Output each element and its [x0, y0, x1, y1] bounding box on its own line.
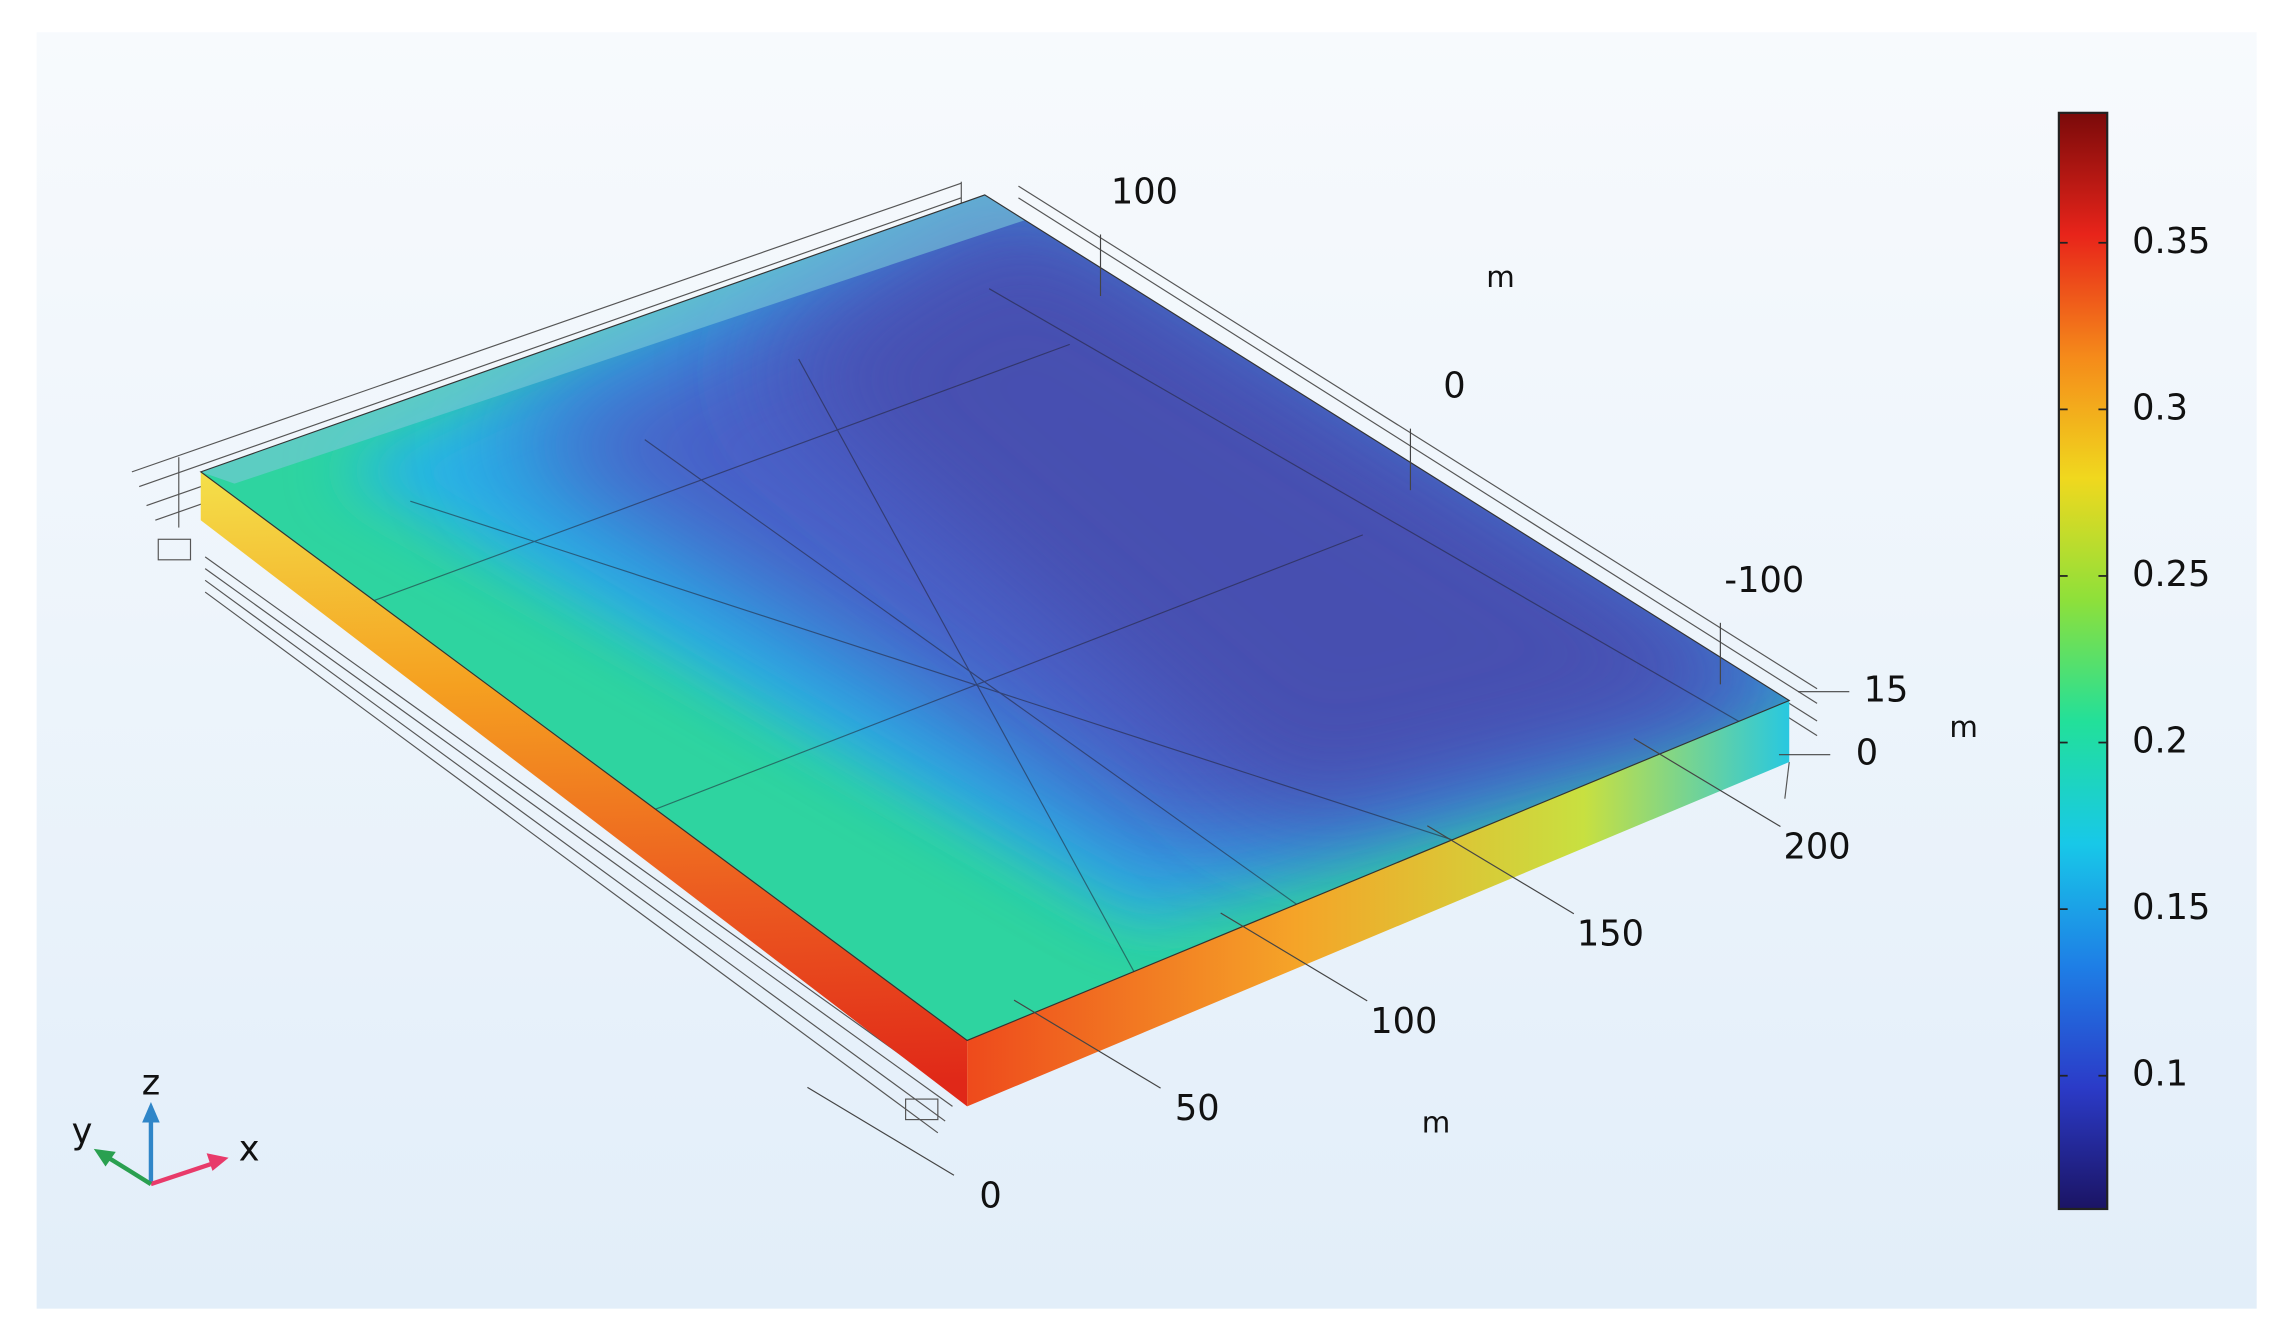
colorbar-tick-label: 0.35: [2132, 221, 2210, 262]
x-axis-tick: [1426, 825, 1575, 915]
colorbar: [2057, 111, 2109, 1211]
x-axis-tick-label: 150: [1577, 914, 1644, 955]
x-axis-tick: [1633, 738, 1781, 828]
x-axis-tick: [807, 1086, 955, 1176]
colorbar-tick-label: 0.1: [2132, 1054, 2188, 1095]
z-axis-unit: m: [1949, 710, 1978, 744]
x-axis-tick-label: 200: [1784, 826, 1851, 867]
x-axis-unit: m: [1422, 1105, 1451, 1139]
y-axis-unit: m: [1486, 260, 1515, 294]
z-axis-tick-label: 15: [1864, 670, 1909, 711]
plate-top: [200, 194, 1790, 1041]
y-axis-tick-label: 100: [1111, 171, 1178, 212]
colorbar-tick-label: 0.25: [2132, 554, 2210, 595]
triad-z-label: z: [142, 1062, 160, 1103]
plate-side-left: [200, 471, 968, 1107]
colorbar-tick-label: 0.3: [2132, 387, 2188, 428]
colorbar-tick-label: 0.2: [2132, 721, 2188, 762]
colorbar-tick-label: 0.15: [2132, 887, 2210, 928]
triad-x-label: x: [239, 1128, 260, 1169]
plate-outline: [199, 194, 1791, 1042]
axis-triad: x y z: [72, 1062, 260, 1187]
plate-side-front: [967, 700, 1790, 1107]
x-axis-tick-label: 100: [1370, 1001, 1437, 1042]
y-axis-tick-label: -100: [1724, 560, 1804, 601]
y-axis-tick-label: 0: [1443, 366, 1465, 407]
x-axis-tick: [1013, 999, 1161, 1089]
x-axis-tick: [1220, 912, 1368, 1002]
triad-y-label: y: [72, 1111, 93, 1152]
x-axis-tick-label: 50: [1175, 1088, 1220, 1129]
z-axis-tick-label: 0: [1856, 733, 1878, 774]
x-axis-tick-label: 0: [979, 1175, 1001, 1216]
